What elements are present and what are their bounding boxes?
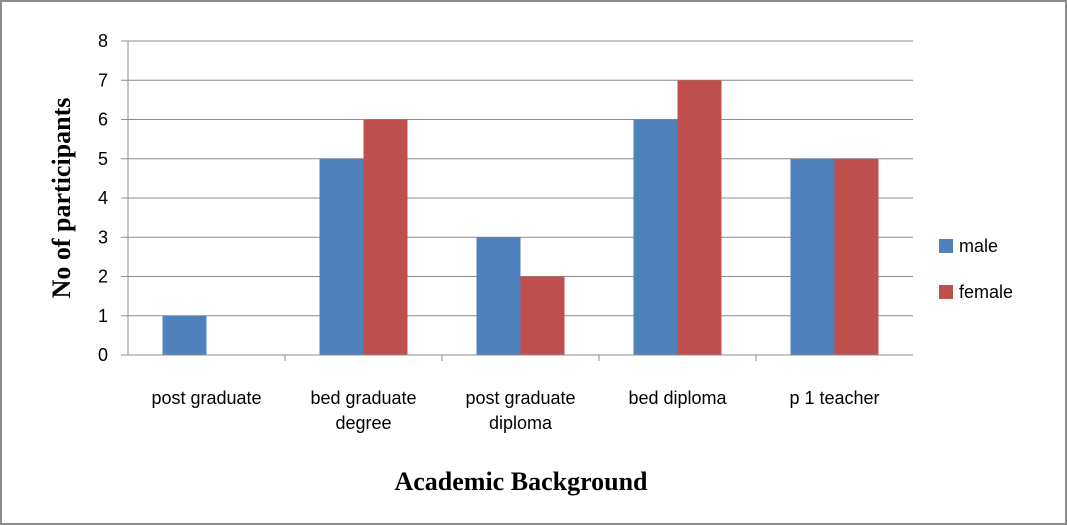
y-tick-label: 8 xyxy=(98,31,108,51)
y-tick-label: 2 xyxy=(98,267,108,287)
bar-female xyxy=(834,158,879,355)
y-tick-label: 3 xyxy=(98,227,108,247)
legend: male female xyxy=(939,236,1013,302)
axes xyxy=(127,41,913,361)
y-tick-label: 0 xyxy=(98,345,108,365)
bar-male xyxy=(633,119,678,355)
bar-female xyxy=(677,80,722,355)
bar-female xyxy=(363,119,408,355)
y-tick-label: 7 xyxy=(98,70,108,90)
x-category-labels: post graduate bed graduate degree post grad… xyxy=(151,388,879,433)
legend-label-female: female xyxy=(959,282,1013,302)
legend-label-male: male xyxy=(959,236,998,256)
x-category-label: degree xyxy=(335,413,391,433)
y-tick-labels: 0 1 2 3 4 5 6 7 8 xyxy=(98,31,108,365)
x-category-label: diploma xyxy=(489,413,553,433)
x-category-label: p 1 teacher xyxy=(789,388,879,408)
y-tick-label: 6 xyxy=(98,110,108,130)
bar-male xyxy=(790,158,835,355)
x-axis-title: Academic Background xyxy=(394,467,648,496)
y-axis-title: No of participants xyxy=(47,98,76,299)
x-category-label: bed diploma xyxy=(628,388,727,408)
bars xyxy=(162,80,879,355)
legend-swatch-female xyxy=(939,285,953,299)
y-tick-label: 5 xyxy=(98,149,108,169)
bar-male xyxy=(476,237,521,355)
x-category-label: post graduate xyxy=(151,388,261,408)
bar-female xyxy=(520,276,565,355)
legend-swatch-male xyxy=(939,239,953,253)
bar-male xyxy=(162,315,207,355)
x-category-label: bed graduate xyxy=(310,388,416,408)
y-tick-label: 1 xyxy=(98,306,108,326)
x-category-label: post graduate xyxy=(465,388,575,408)
y-tick-label: 4 xyxy=(98,188,108,208)
bar-male xyxy=(319,158,364,355)
